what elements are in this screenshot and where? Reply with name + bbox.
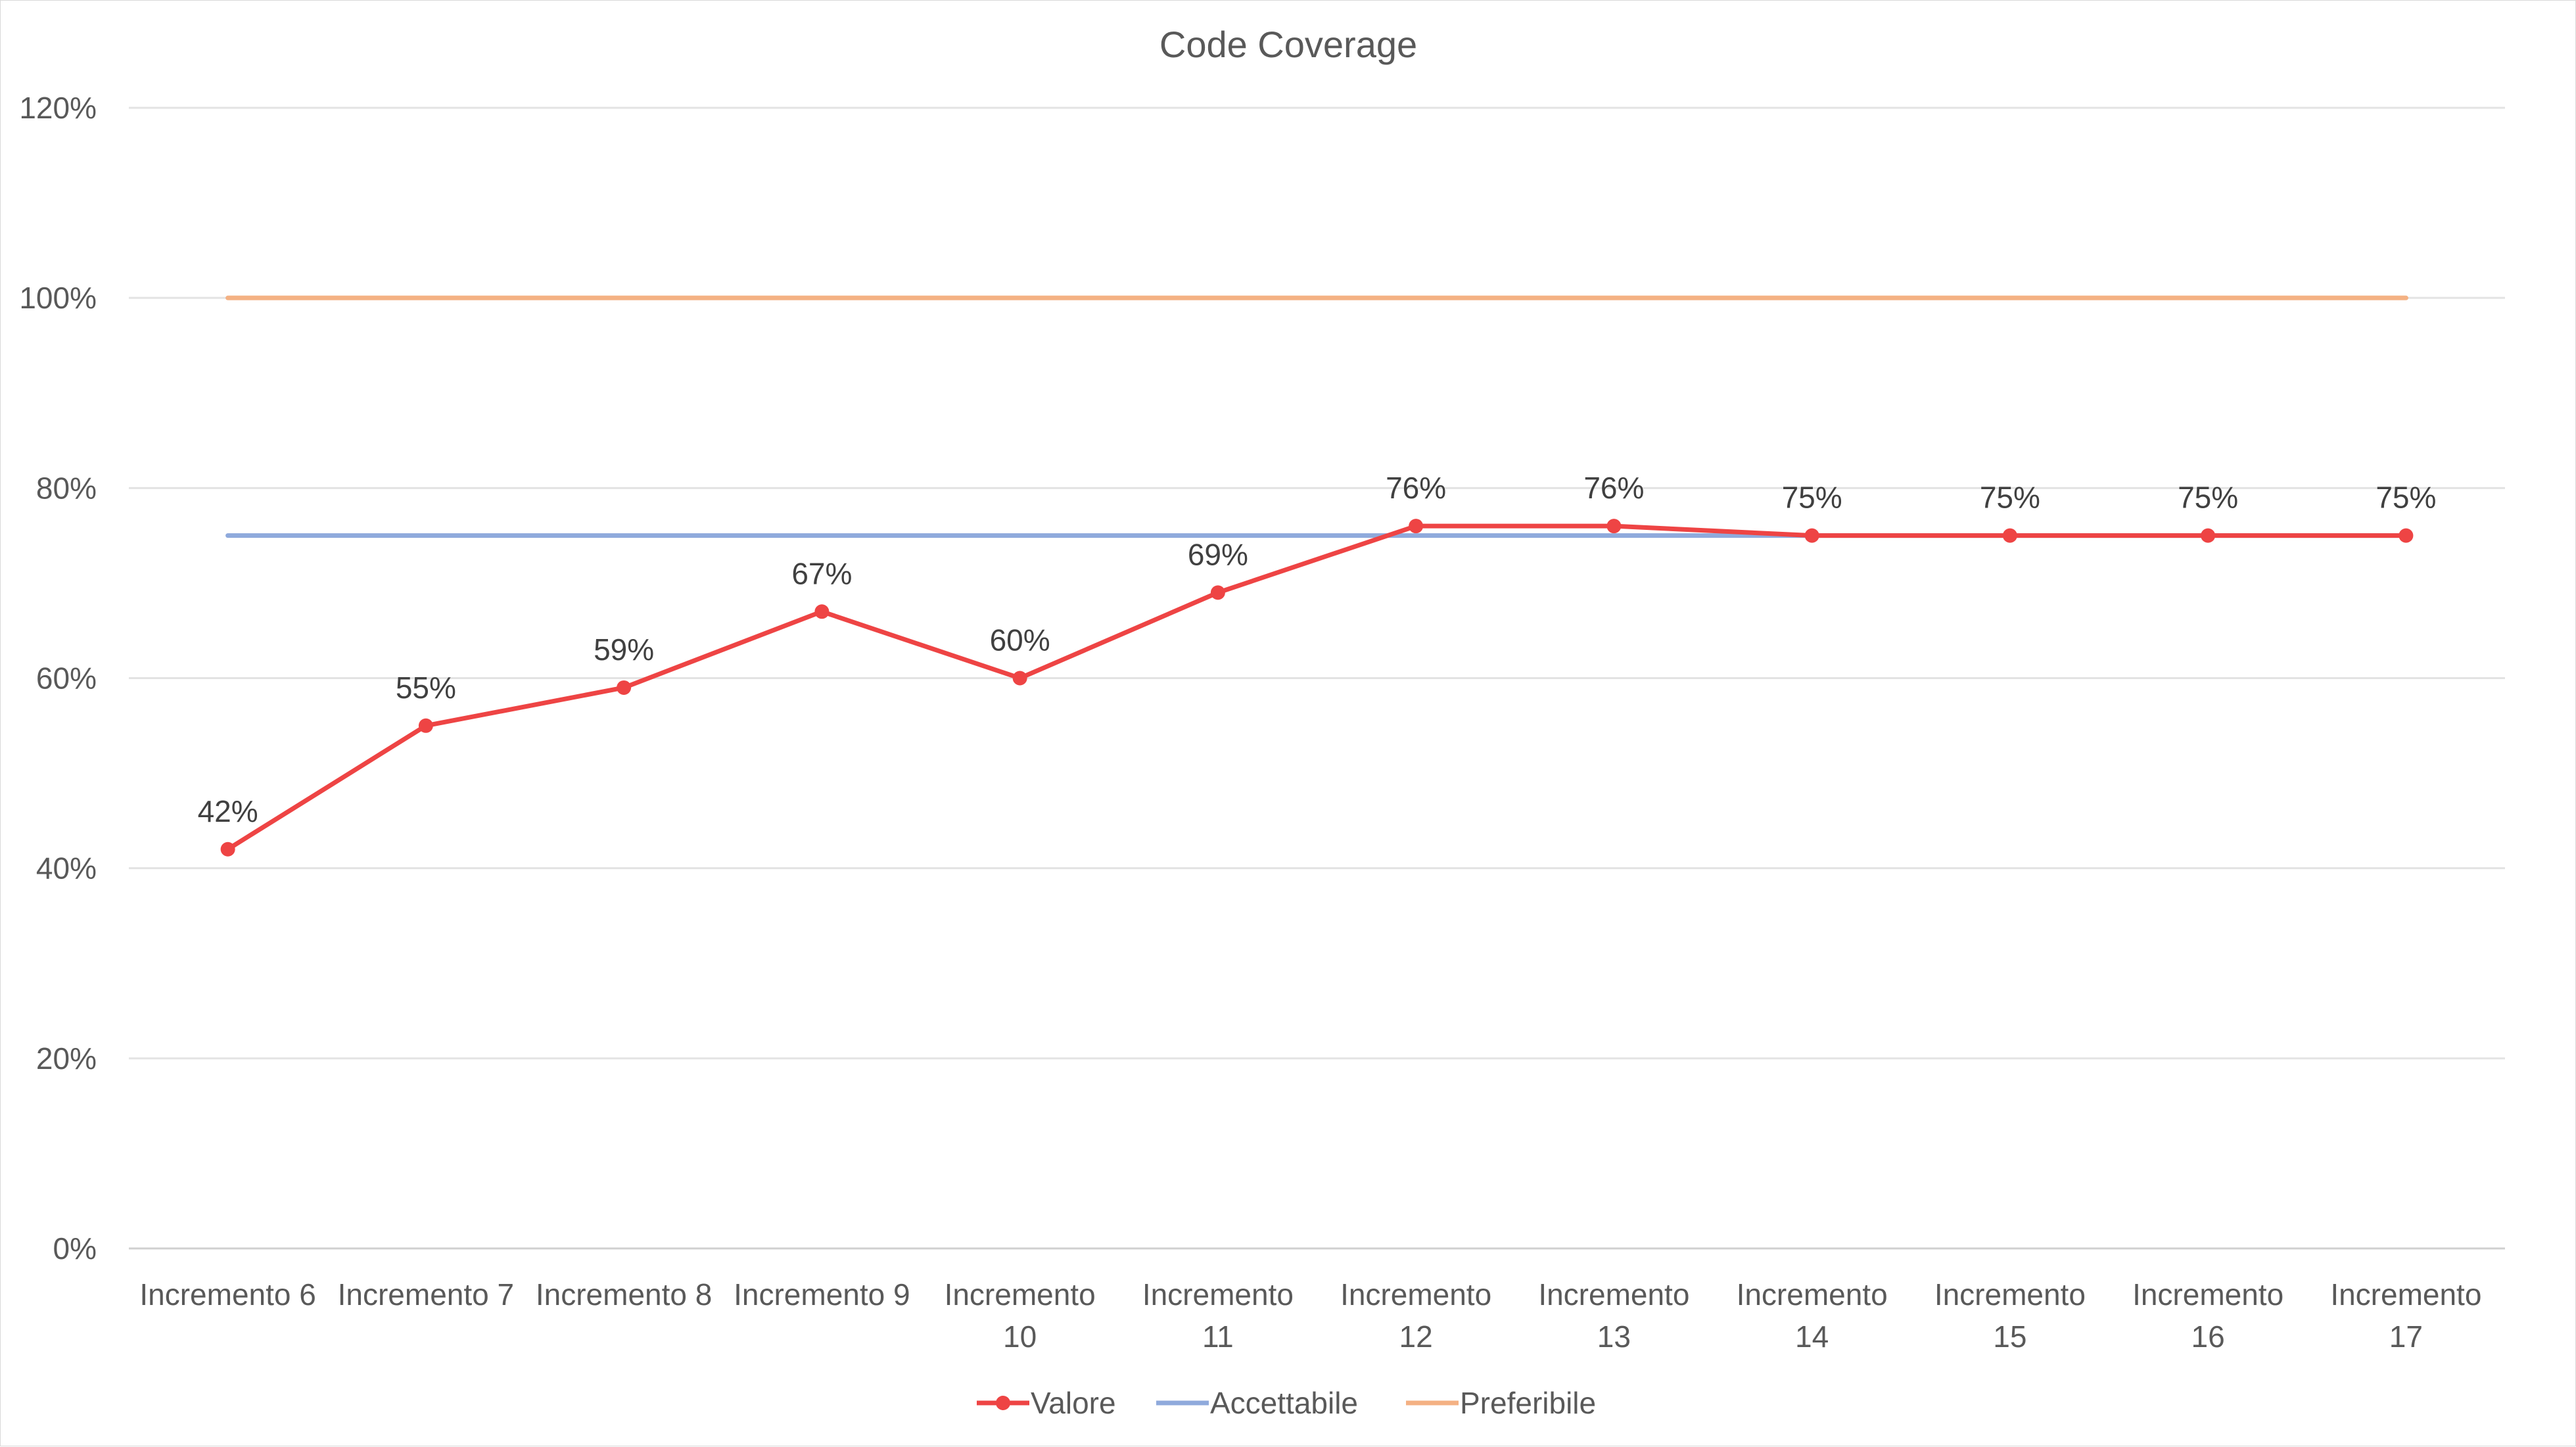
- data-label: 75%: [1782, 481, 1842, 515]
- legend-label: Valore: [1031, 1386, 1116, 1420]
- x-tick-label: 10: [1003, 1319, 1037, 1354]
- data-labels: 42% 55% 59% 67% 60% 69% 76% 76% 75% 75% 75% 75%: [198, 471, 2437, 828]
- x-tick-label: Incremento: [1538, 1277, 1689, 1312]
- series-layer: [220, 295, 2414, 857]
- x-tick-label: Incremento: [1934, 1277, 2086, 1312]
- legend-item-preferibile: Preferibile: [1406, 1386, 1596, 1420]
- x-tick-label: 14: [1795, 1319, 1829, 1354]
- y-tick-label: 60%: [36, 661, 97, 696]
- data-point: [617, 680, 632, 695]
- data-point: [814, 604, 830, 619]
- x-tick-label: 16: [2191, 1319, 2225, 1354]
- x-tick-label: 15: [1993, 1319, 2026, 1354]
- x-tick-label: Incremento: [945, 1277, 1096, 1312]
- x-tick-label: Incremento 8: [536, 1277, 712, 1312]
- data-point: [2399, 528, 2414, 543]
- legend: Valore Accettabile Preferibile: [977, 1386, 1596, 1420]
- chart-title: Code Coverage: [1159, 24, 1417, 65]
- data-point: [2002, 528, 2017, 543]
- x-tick-label: Incremento: [1340, 1277, 1491, 1312]
- data-label: 60%: [990, 623, 1050, 657]
- x-tick-label: Incremento: [2330, 1277, 2481, 1312]
- data-point: [1012, 671, 1027, 686]
- data-label: 75%: [1980, 481, 2040, 515]
- legend-label: Accettabile: [1210, 1386, 1358, 1420]
- data-label: 69%: [1188, 537, 1248, 571]
- x-axis: Incremento 6 Incremento 7 Incremento 8 Incr…: [139, 1277, 2481, 1354]
- data-point: [220, 842, 235, 857]
- gridlines: [129, 107, 2505, 1250]
- data-point: [2201, 528, 2216, 543]
- x-tick-label: 13: [1597, 1319, 1631, 1354]
- legend-item-valore: Valore: [977, 1386, 1116, 1420]
- data-label: 75%: [2178, 481, 2238, 515]
- data-label: 67%: [791, 556, 852, 590]
- legend-marker: [996, 1396, 1010, 1410]
- x-tick-label: 12: [1399, 1319, 1433, 1354]
- series-line-valore: [225, 523, 2408, 852]
- data-point: [418, 718, 433, 733]
- x-tick-label: Incremento 6: [139, 1277, 316, 1312]
- y-tick-label: 80%: [36, 471, 97, 505]
- data-label: 76%: [1386, 471, 1446, 505]
- data-point: [1409, 519, 1424, 534]
- data-label: 59%: [594, 632, 654, 667]
- data-point: [1804, 528, 1819, 543]
- data-point: [1606, 519, 1622, 534]
- legend-item-accettabile: Accettabile: [1156, 1386, 1358, 1420]
- x-tick-label: Incremento 7: [338, 1277, 514, 1312]
- x-tick-label: Incremento: [2132, 1277, 2283, 1312]
- data-label: 55%: [396, 671, 456, 705]
- x-tick-label: 11: [1202, 1319, 1234, 1354]
- x-tick-label: Incremento: [1737, 1277, 1888, 1312]
- data-point: [1210, 585, 1225, 600]
- legend-label: Preferibile: [1460, 1386, 1596, 1420]
- data-label: 76%: [1583, 471, 1644, 505]
- x-tick-label: Incremento 9: [734, 1277, 910, 1312]
- x-tick-label: 17: [2389, 1319, 2423, 1354]
- y-tick-label: 40%: [36, 851, 97, 886]
- data-label: 75%: [2376, 481, 2436, 515]
- x-tick-label: Incremento: [1142, 1277, 1294, 1312]
- y-tick-label: 0%: [53, 1231, 97, 1266]
- y-tick-label: 120%: [19, 91, 97, 125]
- y-tick-label: 20%: [36, 1041, 97, 1076]
- y-axis: 0% 20% 40% 60% 80% 100% 120%: [19, 91, 97, 1266]
- data-label: 42%: [198, 794, 258, 828]
- y-tick-label: 100%: [19, 281, 97, 315]
